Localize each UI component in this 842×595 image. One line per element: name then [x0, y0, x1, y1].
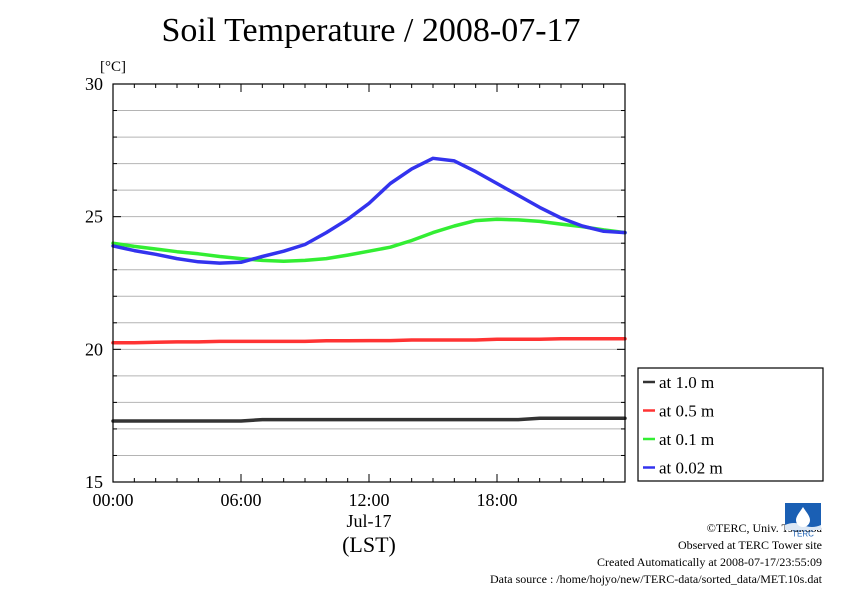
y-unit-label: [°C]	[100, 59, 126, 75]
series-line	[111, 156, 627, 265]
x-date-label: Jul-17	[347, 511, 392, 531]
x-tick-label: 06:00	[220, 490, 261, 510]
logo-lettering: TERC	[792, 530, 814, 538]
y-tick-label: 20	[85, 339, 103, 359]
x-tick-label: 00:00	[92, 490, 133, 510]
x-tick-label: 12:00	[348, 490, 389, 510]
y-tick-label: 25	[85, 207, 103, 227]
y-tick-label: 30	[85, 74, 103, 94]
series-line	[111, 336, 627, 345]
x-axis-title: (LST)	[342, 532, 396, 557]
series-line	[111, 416, 627, 423]
legend-label: at 1.0 m	[659, 373, 714, 392]
y-tick-label: 15	[85, 472, 103, 492]
plot-frame	[112, 83, 626, 483]
chart-title: Soil Temperature / 2008-07-17	[161, 12, 581, 49]
footer-observed: Observed at TERC Tower site	[677, 538, 822, 552]
legend-box	[637, 367, 824, 482]
footer-created: Created Automatically at 2008-07-17/23:5…	[597, 555, 822, 569]
terc-logo-icon: TERC	[785, 503, 821, 538]
legend-label: at 0.1 m	[659, 430, 714, 449]
series-line	[111, 217, 627, 263]
legend-label: at 0.02 m	[659, 459, 723, 478]
legend-label: at 0.5 m	[659, 402, 714, 421]
x-tick-label: 18:00	[476, 490, 517, 510]
footer-source: Data source : /home/hojyo/new/TERC-data/…	[489, 572, 822, 586]
